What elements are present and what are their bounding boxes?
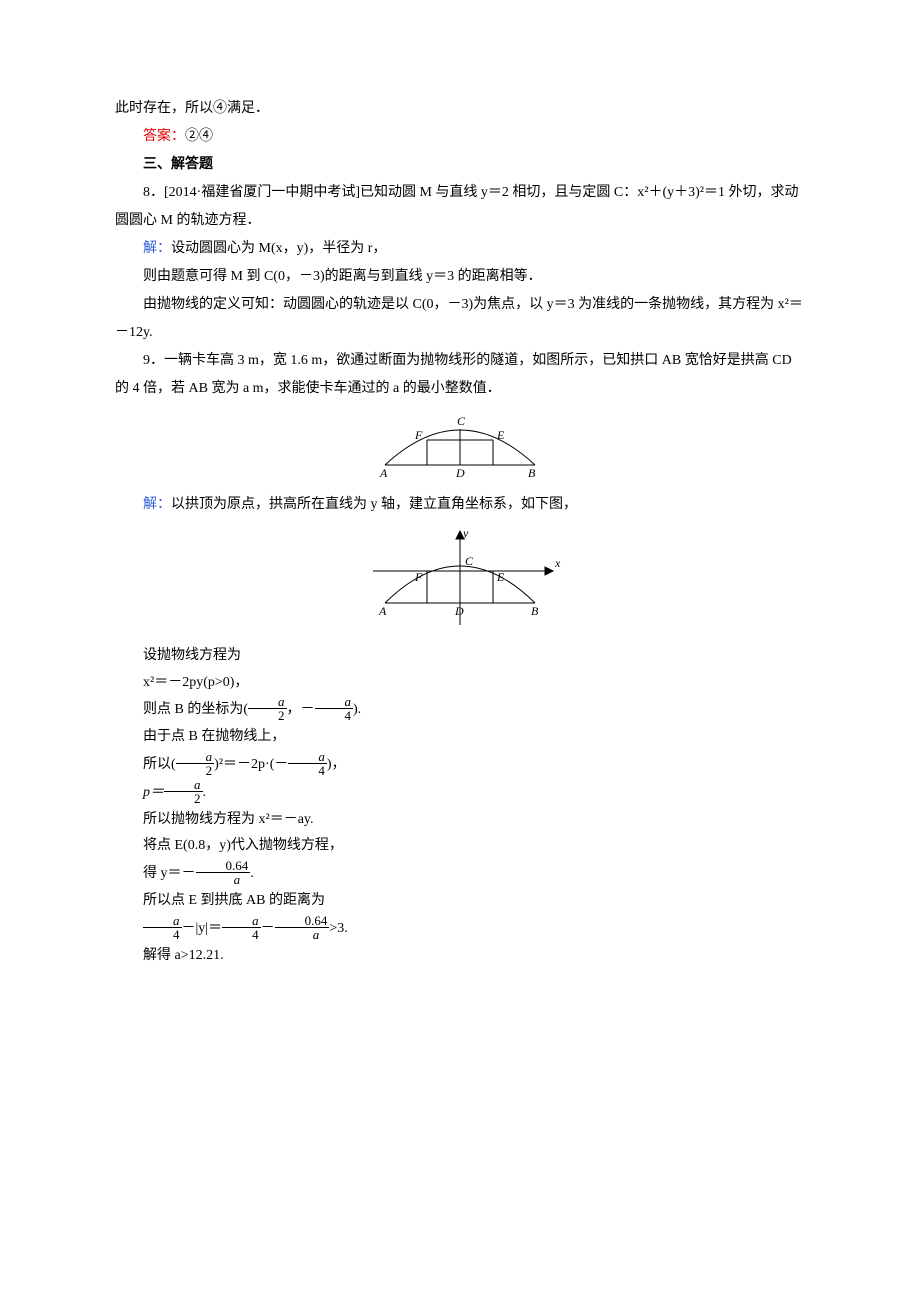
svg-text:C: C <box>457 414 466 428</box>
q8-solution-1: 解：设动圆圆心为 M(x，y)，半径为 r， <box>115 235 805 263</box>
svg-text:y: y <box>462 526 469 540</box>
svg-text:E: E <box>496 428 505 442</box>
solve-a: 解得 a>12.21. <box>115 943 805 970</box>
svg-text:C: C <box>465 554 474 568</box>
svg-text:x: x <box>554 556 561 570</box>
figure-2: y x C F E A D B <box>115 523 805 635</box>
svg-text:D: D <box>455 466 465 480</box>
point-B-on-curve: 由于点 B 在抛物线上， <box>115 724 805 751</box>
q9-solution-intro: 解：以拱顶为原点，拱高所在直线为 y 轴，建立直角坐标系，如下图， <box>115 491 805 519</box>
sub-B-eq: 所以(a2)²＝－2p·(－a4)， <box>115 751 805 779</box>
eq-x2-2py: x²＝－2py(p>0)， <box>115 670 805 697</box>
paragraph-continuation: 此时存在，所以④满足． <box>115 95 805 123</box>
answer-line: 答案：②④ <box>115 123 805 151</box>
inequality: a4－|y|＝a4－0.64a>3. <box>115 915 805 943</box>
answer-label: 答案： <box>143 129 185 144</box>
question-8: 8．[2014·福建省厦门一中期中考试]已知动圆 M 与直线 y＝2 相切，且与… <box>115 179 805 235</box>
svg-text:A: A <box>378 604 387 618</box>
section-3-heading: 三、解答题 <box>115 151 805 179</box>
svg-text:F: F <box>414 428 423 442</box>
solve-label: 解： <box>143 241 171 256</box>
svg-text:D: D <box>454 604 464 618</box>
svg-text:B: B <box>531 604 539 618</box>
figure-1: A D B F E C <box>115 407 805 483</box>
answer-text: ②④ <box>185 129 213 144</box>
E-to-AB-distance: 所以点 E 到拱底 AB 的距离为 <box>115 888 805 915</box>
parabola-final: 所以抛物线方程为 x²＝－ay. <box>115 807 805 834</box>
q8-solution-3: 由抛物线的定义可知：动圆圆心的轨迹是以 C(0，－3)为焦点，以 y＝3 为准线… <box>115 291 805 347</box>
point-B-coord: 则点 B 的坐标为(a2，－a4). <box>115 696 805 724</box>
svg-text:B: B <box>528 466 536 480</box>
get-y: 得 y＝－0.64a. <box>115 860 805 888</box>
svg-text:E: E <box>496 570 505 584</box>
plug-E: 将点 E(0.8，y)代入抛物线方程， <box>115 833 805 860</box>
question-9: 9．一辆卡车高 3 m，宽 1.6 m，欲通过断面为抛物线形的隧道，如图所示，已… <box>115 347 805 403</box>
set-parabola: 设抛物线方程为 <box>115 643 805 670</box>
q9-sol-text: 以拱顶为原点，拱高所在直线为 y 轴，建立直角坐标系，如下图， <box>171 497 577 512</box>
solve-label-2: 解： <box>143 497 171 512</box>
p-value: p＝a2. <box>115 779 805 807</box>
svg-text:F: F <box>414 570 423 584</box>
svg-text:A: A <box>379 466 388 480</box>
q8-sol-text-1: 设动圆圆心为 M(x，y)，半径为 r， <box>171 241 386 256</box>
q8-solution-2: 则由题意可得 M 到 C(0，－3)的距离与到直线 y＝3 的距离相等． <box>115 263 805 291</box>
